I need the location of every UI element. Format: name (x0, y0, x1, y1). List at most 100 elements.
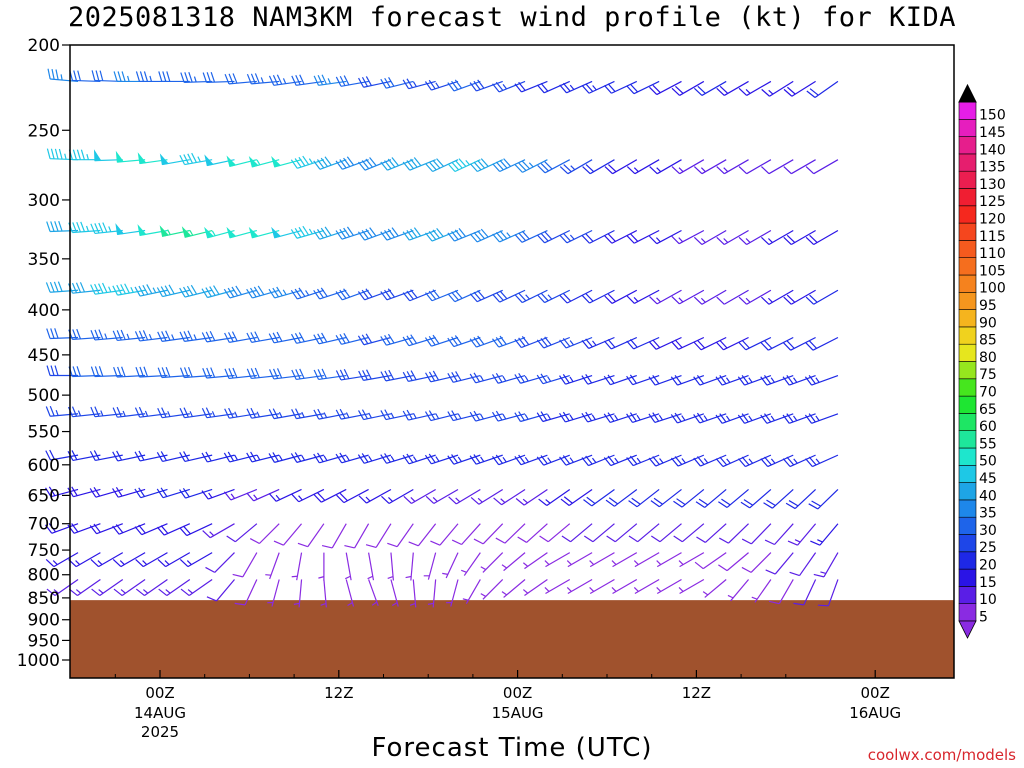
wind-barb (626, 336, 660, 350)
barb-staff (766, 413, 794, 424)
wind-barb (805, 230, 839, 246)
wind-barb (626, 374, 660, 386)
barb-feather (447, 82, 455, 92)
wind-barb (46, 578, 79, 597)
colorbar-bottom-arrow (958, 620, 977, 639)
barb-half-feather (298, 495, 303, 501)
wind-barb (604, 229, 638, 244)
barb-staff (611, 289, 638, 304)
barb-feather (514, 374, 521, 384)
barb-feather (540, 373, 548, 383)
barb-staff (456, 488, 481, 505)
barb-staff (750, 552, 772, 573)
barb-half-feather (387, 575, 394, 580)
barb-feather (227, 287, 235, 298)
barb-feather (693, 341, 702, 351)
wind-barb (224, 367, 257, 380)
barb-staff (94, 413, 123, 418)
x-tick-date: 14AUG (134, 704, 186, 722)
barb-half-feather (703, 458, 709, 464)
barb-staff (823, 552, 839, 578)
barb-half-feather (391, 602, 398, 607)
wind-barb (402, 370, 436, 382)
barb-staff (699, 413, 727, 424)
barb-half-feather (144, 410, 149, 417)
wind-barb (671, 289, 705, 305)
barb-feather (492, 163, 501, 172)
barb-feather (741, 456, 750, 466)
barb-staff (184, 336, 213, 342)
barb-feather (179, 527, 188, 536)
wind-barb (156, 284, 190, 298)
x-axis-label: Forecast Time (UTC) (371, 733, 653, 763)
barb-feather (249, 287, 257, 298)
barb-staff (521, 336, 548, 349)
barb-feather (162, 71, 167, 82)
wind-barb (514, 289, 548, 304)
barb-feather (763, 502, 773, 509)
barb-staff (50, 229, 79, 233)
barb-feather (804, 376, 813, 386)
barb-staff (184, 413, 213, 419)
barb-feather (335, 409, 342, 420)
barb-feather (447, 373, 454, 383)
barb-staff (273, 374, 302, 380)
barb-staff (592, 523, 615, 543)
source-credit: coolwx.com/models (867, 746, 1016, 764)
wind-barb (223, 451, 257, 463)
wind-barb (265, 552, 280, 580)
barb-staff (702, 552, 727, 570)
barb-staff (72, 413, 101, 418)
barb-feather (495, 410, 503, 421)
colorbar-label: 90 (979, 315, 997, 331)
barb-feather (366, 369, 372, 380)
plot-frame (69, 44, 955, 679)
barb-half-feather (480, 456, 485, 462)
barb-staff (789, 454, 816, 468)
barb-half-feather (480, 593, 487, 597)
barb-staff (634, 552, 660, 568)
barb-feather (302, 155, 310, 165)
barb-feather (90, 284, 96, 295)
barb-half-feather (479, 413, 484, 420)
barb-feather (603, 413, 611, 423)
barb-staff (794, 489, 817, 509)
barb-staff (206, 374, 235, 379)
barb-pennant (137, 224, 147, 236)
barb-feather (652, 456, 660, 465)
barb-half-feather (85, 225, 89, 232)
barb-feather (91, 588, 101, 597)
barb-half-feather (591, 414, 596, 420)
wind-barb (447, 335, 481, 348)
wind-barb (716, 80, 749, 96)
wind-barb (693, 454, 727, 467)
barb-feather (805, 458, 813, 467)
wind-barb (380, 333, 414, 346)
wind-barb (46, 148, 79, 161)
barb-feather (808, 413, 816, 423)
barb-half-feather (794, 539, 801, 543)
barb-staff (482, 552, 504, 573)
barb-feather (473, 161, 482, 171)
wind-barb (719, 523, 749, 544)
barb-feather (559, 339, 567, 349)
barb-staff (318, 374, 347, 381)
barb-feather (539, 535, 549, 543)
barb-staff (544, 289, 571, 304)
barb-half-feather (171, 334, 175, 340)
barb-half-feather (127, 75, 130, 82)
barb-staff (343, 488, 369, 504)
barb-feather (388, 76, 395, 87)
barb-feather (71, 486, 78, 496)
barb-staff (827, 579, 839, 606)
barb-staff (570, 523, 593, 543)
barb-feather (585, 455, 593, 465)
barb-half-feather (502, 375, 507, 382)
colorbar-label: 25 (979, 540, 997, 556)
wind-barb (268, 286, 302, 299)
barb-feather (716, 166, 725, 175)
wind-barb (804, 374, 839, 386)
wind-barb (514, 373, 548, 384)
barb-staff (501, 488, 526, 506)
barb-staff (161, 336, 190, 342)
